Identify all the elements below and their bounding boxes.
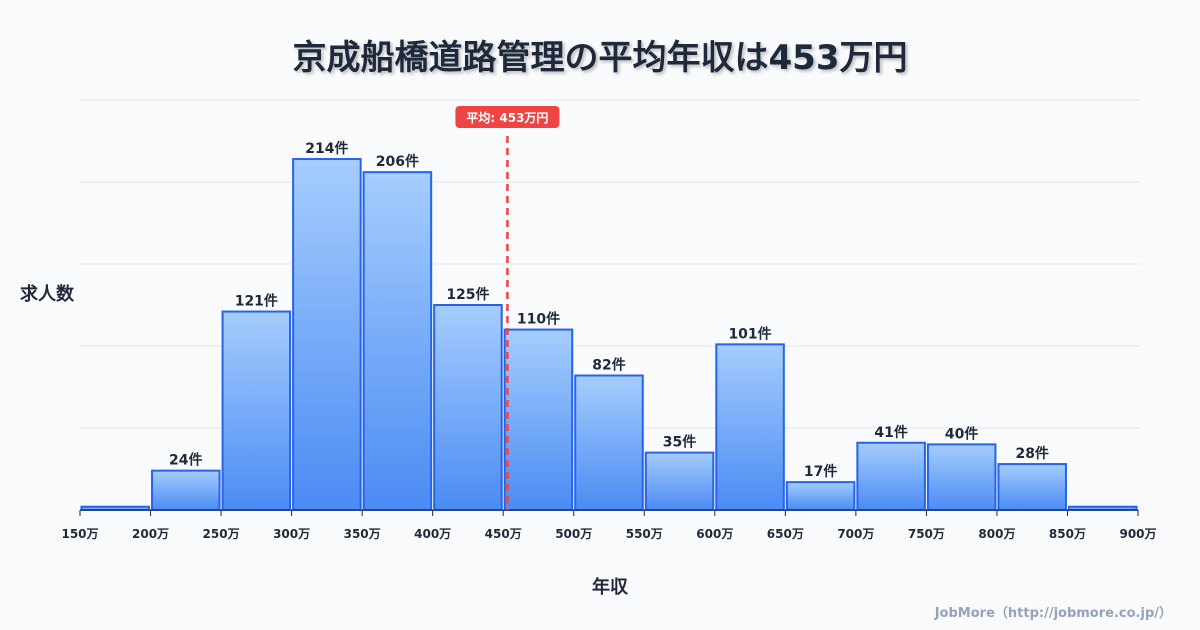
chart-title: 京成船橋道路管理の平均年収は453万円	[292, 38, 908, 78]
x-tick-label: 300万	[273, 527, 310, 541]
x-tick-label: 600万	[696, 527, 733, 541]
bar-label: 110件	[517, 311, 560, 328]
bar-label: 40件	[945, 425, 978, 442]
bar	[362, 171, 433, 511]
bar	[433, 304, 503, 511]
x-tick-label: 800万	[978, 527, 1015, 541]
bar-label: 35件	[663, 434, 696, 451]
bar-label: 17件	[804, 463, 837, 480]
bar	[785, 481, 856, 511]
x-tick-label: 500万	[555, 527, 592, 541]
bar	[221, 310, 292, 511]
bar-label: 24件	[169, 452, 202, 469]
x-tick-label: 850万	[1049, 527, 1086, 541]
bar	[644, 451, 715, 512]
x-tick-label: 250万	[203, 527, 240, 541]
y-axis-label: 求人数	[20, 284, 74, 305]
bar-label: 125件	[446, 286, 489, 303]
bar	[574, 374, 644, 511]
bar-label: 41件	[874, 424, 907, 441]
bar-label: 121件	[235, 293, 278, 310]
x-tick-label: 400万	[414, 527, 451, 541]
x-tick-label: 700万	[837, 527, 874, 541]
bar	[292, 158, 362, 511]
bar	[503, 328, 574, 511]
x-tick-label: 900万	[1119, 527, 1156, 541]
bar	[715, 343, 785, 511]
bar	[926, 443, 997, 511]
bar-label: 82件	[592, 357, 625, 374]
bar	[997, 463, 1067, 511]
footer-credit: JobMore（http://jobmore.co.jp/）	[934, 606, 1172, 621]
x-axis-label: 年収	[592, 577, 628, 598]
x-tick-label: 550万	[626, 527, 663, 541]
bar-label: 28件	[1015, 445, 1048, 462]
bar	[151, 469, 221, 512]
x-tick-label: 650万	[767, 527, 804, 541]
mean-badge	[455, 106, 560, 128]
x-tick-label: 350万	[344, 527, 381, 541]
bar-label: 101件	[728, 325, 771, 342]
x-tick-label: 200万	[132, 527, 169, 541]
bar-label: 206件	[376, 153, 419, 170]
bar	[856, 441, 926, 512]
x-tick-label: 750万	[908, 527, 945, 541]
x-tick-label: 150万	[61, 527, 98, 541]
x-tick-label: 450万	[485, 527, 522, 541]
mean-label: 平均: 453万円	[466, 110, 548, 125]
bar-label: 214件	[305, 140, 348, 157]
